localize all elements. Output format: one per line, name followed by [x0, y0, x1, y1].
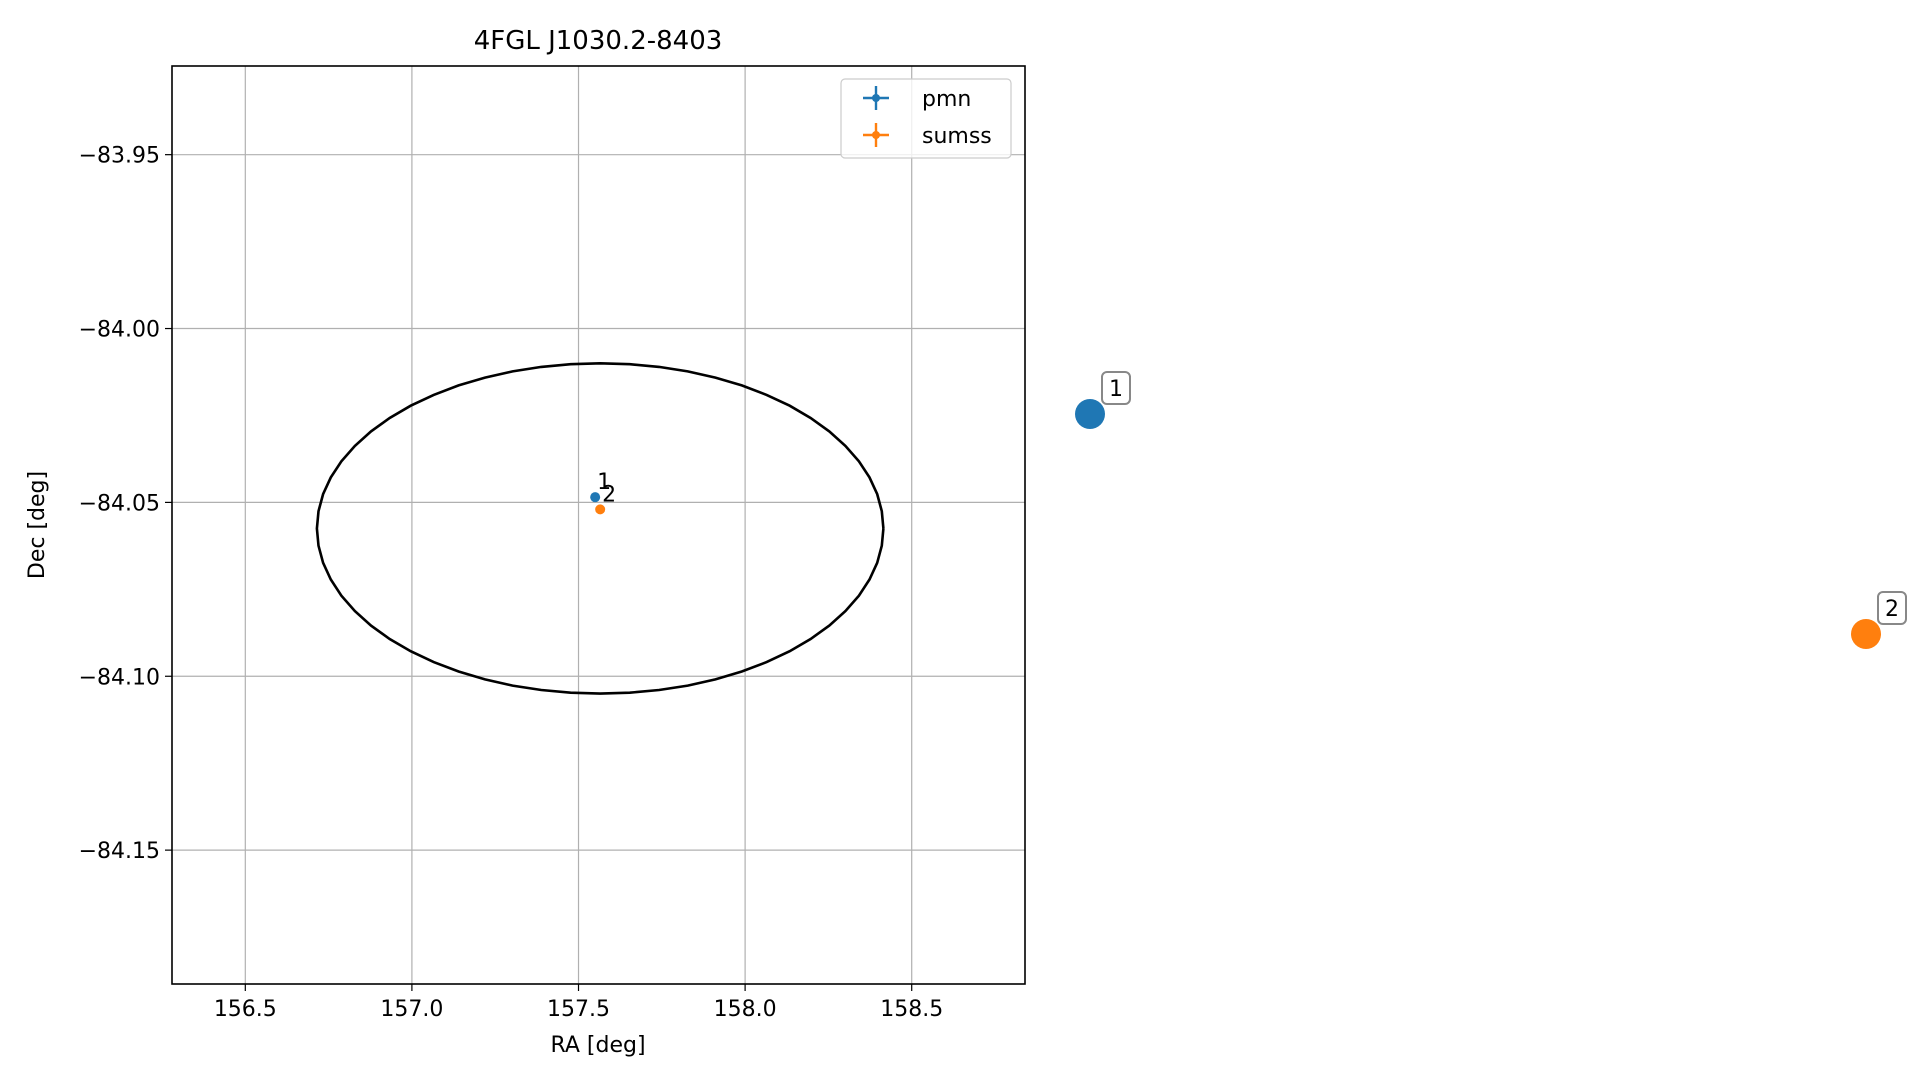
error-ellipse-layer	[315, 361, 885, 695]
x-tick-label: 157.5	[547, 997, 610, 1022]
error-ellipse	[315, 361, 885, 695]
y-axis-label: Dec [deg]	[25, 471, 50, 579]
y-tick-label: −84.05	[79, 491, 160, 516]
plot-frame	[171, 65, 1026, 985]
data-points: 12	[590, 470, 616, 515]
y-axis-ticks: −83.95 −84.00 −84.05 −84.10 −84.15	[79, 144, 172, 864]
legend-marker-dot	[872, 131, 880, 139]
legend-label-sumss: sumss	[922, 124, 992, 149]
x-tick-label: 158.5	[880, 997, 943, 1022]
y-tick-label: −83.95	[79, 144, 160, 169]
x-tick-label: 158.0	[714, 997, 777, 1022]
x-axis-ticks: 156.5 157.0 157.5 158.0 158.5	[214, 984, 943, 1022]
grid	[172, 66, 1025, 984]
x-tick-label: 157.0	[380, 997, 443, 1022]
legend: pmn sumss	[840, 78, 1012, 159]
side-marker-label-box	[1101, 371, 1131, 405]
side-markers: 12	[1075, 371, 1907, 649]
point-label: 1	[597, 470, 611, 495]
x-tick-label: 156.5	[214, 997, 277, 1022]
legend-label-pmn: pmn	[922, 87, 971, 112]
sumss-point	[595, 504, 606, 515]
y-tick-label: −84.00	[79, 318, 160, 343]
y-tick-label: −84.15	[79, 839, 160, 864]
y-tick-label: −84.10	[79, 665, 160, 690]
point-label: 2	[602, 482, 616, 507]
pmn-point	[590, 492, 601, 503]
side-marker-label: 2	[1885, 597, 1899, 622]
side-marker-2	[1851, 619, 1881, 649]
side-marker-1	[1075, 399, 1105, 429]
chart-title: 4FGL J1030.2-8403	[474, 26, 723, 56]
legend-marker-dot	[872, 94, 880, 102]
side-marker-label: 1	[1109, 377, 1123, 402]
side-marker-label-box	[1877, 591, 1907, 625]
x-axis-label: RA [deg]	[550, 1033, 645, 1058]
